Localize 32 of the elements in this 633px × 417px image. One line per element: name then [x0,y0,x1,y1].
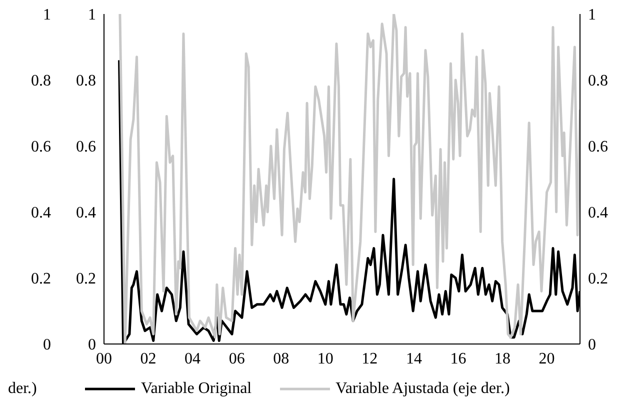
legend-label: Variable Ajustada (eje der.) [336,380,510,398]
x-tick-label: 18 [494,350,511,368]
y2-tick-label: 0.6 [588,138,608,156]
x-tick-label: 02 [140,350,156,368]
y2-tick-label: 0 [588,336,596,354]
y-tick-label: 0 [88,336,96,354]
y-tick-label: 0.8 [76,72,96,90]
x-tick-label: 00 [96,350,112,368]
x-tick-label: 16 [450,350,466,368]
x-tick-label: 14 [406,350,422,368]
y3-tick-label: 0.6 [31,138,51,156]
y3-tick-label: 1 [43,6,51,24]
x-tick-label: 06 [228,350,245,368]
x-tick-label: 08 [273,350,290,368]
x-tick-label: 20 [538,350,555,368]
legend-label: Variable Original [141,380,252,398]
y2-tick-label: 0.2 [588,270,608,288]
y2-tick-label: 1 [588,6,596,24]
y-tick-label: 1 [88,6,96,24]
y-tick-label: 0.2 [76,270,96,288]
y-tick-label: 0.6 [76,138,96,156]
y3-tick-label: 0.8 [31,72,51,90]
y3-tick-label: 0 [43,336,51,354]
text: der.) [8,380,37,398]
y-tick-label: 0.4 [76,204,96,222]
y3-tick-label: 0.2 [31,270,51,288]
x-tick-label: 12 [362,350,378,368]
x-tick-label: 04 [184,350,201,368]
x-tick-label: 10 [317,350,334,368]
y2-tick-label: 0.4 [588,204,608,222]
y3-tick-label: 0.4 [31,204,51,222]
y2-tick-label: 0.8 [588,72,608,90]
